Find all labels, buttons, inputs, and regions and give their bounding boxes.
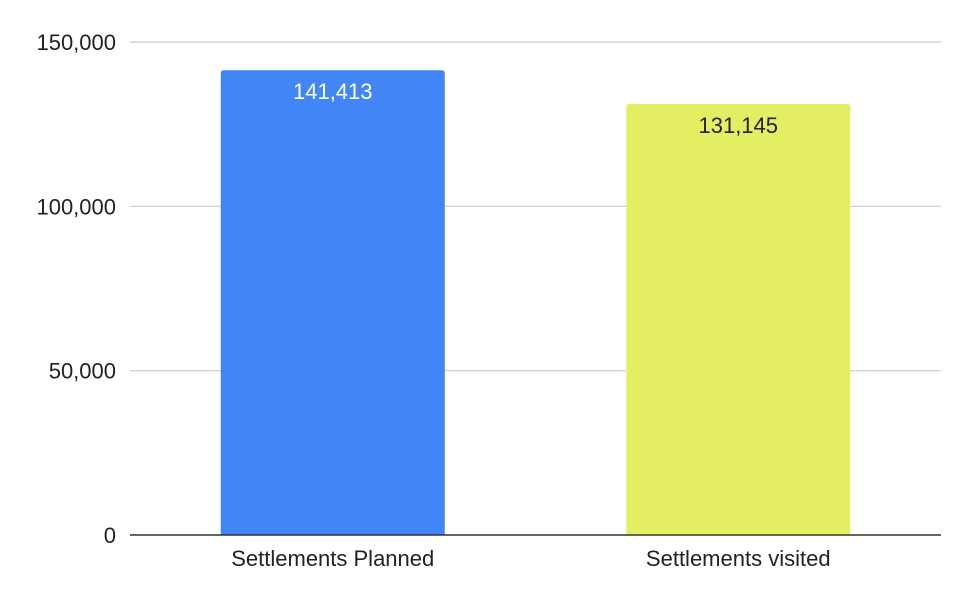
data-label: 131,145	[698, 113, 778, 138]
bars: 141,413 131,145	[220, 70, 851, 536]
x-axis-categories: Settlements Planned Settlements visited	[231, 546, 830, 571]
y-tick-label: 50,000	[49, 359, 116, 384]
y-tick-label: 150,000	[36, 30, 116, 55]
x-category-label: Settlements Planned	[231, 546, 434, 571]
data-label: 141,413	[293, 79, 373, 104]
y-axis-ticks: 0 50,000 100,000 150,000	[36, 30, 116, 548]
y-tick-label: 0	[104, 523, 116, 548]
x-category-label: Settlements visited	[646, 546, 831, 571]
bar-settlements-visited	[626, 103, 851, 536]
bar-settlements-planned	[220, 70, 445, 536]
y-tick-label: 100,000	[36, 194, 116, 219]
